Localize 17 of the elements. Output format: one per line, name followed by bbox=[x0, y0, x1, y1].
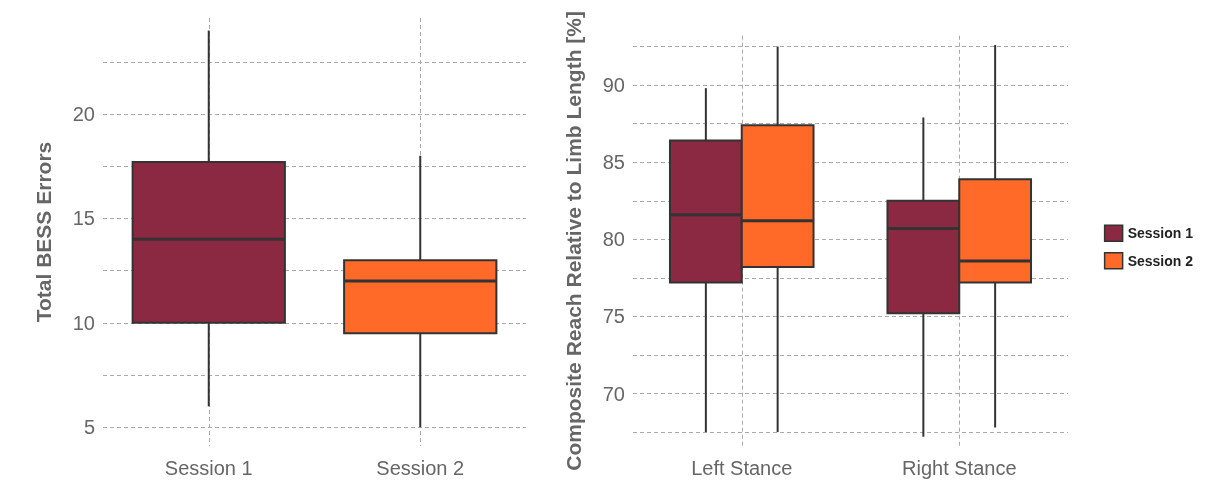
y-tick-label: 15 bbox=[72, 207, 95, 230]
y-tick-label: 70 bbox=[602, 382, 625, 405]
legend-label: Session 2 bbox=[1127, 252, 1194, 269]
x-tick-label: Session 2 bbox=[376, 457, 465, 479]
y-tick-label: 10 bbox=[72, 311, 95, 334]
y-axis-title: Composite Reach Relative to Limb Length [%] bbox=[561, 11, 585, 471]
y-tick-label: 5 bbox=[83, 416, 95, 439]
x-tick-label: Right Stance bbox=[901, 457, 1017, 479]
y-tick-label: 20 bbox=[72, 103, 95, 126]
x-tick-label: Left Stance bbox=[691, 457, 793, 479]
y-tick-label: 75 bbox=[602, 305, 625, 328]
y-axis-title: Total BESS Errors bbox=[31, 141, 55, 323]
y-tick-label: 85 bbox=[602, 151, 625, 174]
y-tick-label: 80 bbox=[602, 228, 625, 251]
x-tick-label: Session 1 bbox=[164, 457, 253, 479]
y-tick-label: 90 bbox=[602, 74, 625, 97]
legend-label: Session 1 bbox=[1127, 225, 1194, 242]
